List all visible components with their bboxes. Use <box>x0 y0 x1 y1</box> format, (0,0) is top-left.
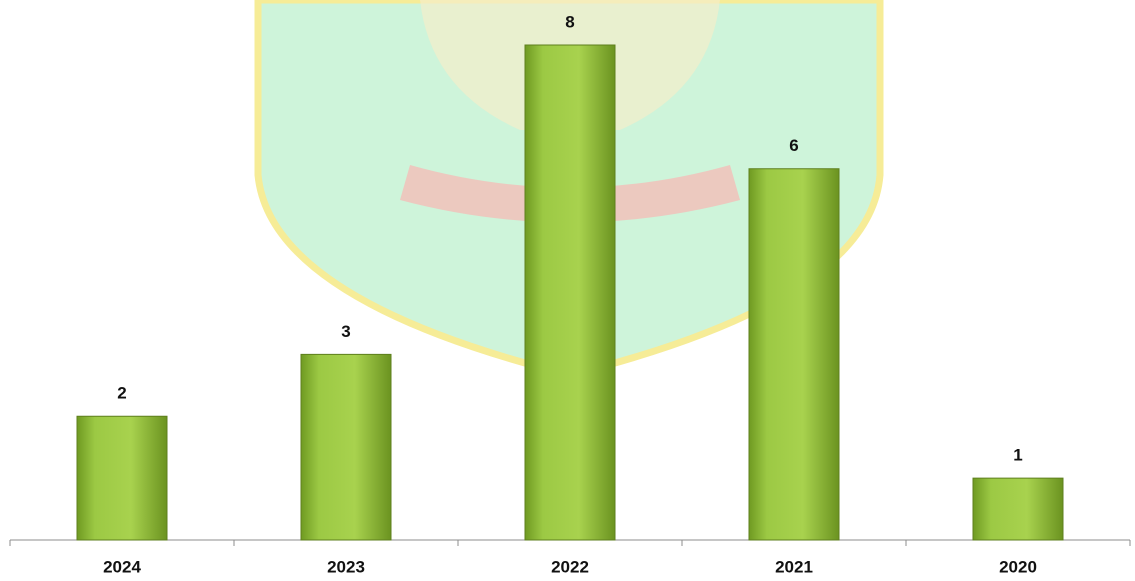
value-label: 6 <box>789 136 798 155</box>
bar <box>973 478 1063 540</box>
page: {"chart_data": {"type": "bar", "categori… <box>0 0 1135 581</box>
value-label: 2 <box>117 384 126 403</box>
value-label: 8 <box>565 12 574 31</box>
bar <box>749 169 839 540</box>
x-tick-label: 2021 <box>775 557 813 576</box>
x-tick-label: 2023 <box>327 557 365 576</box>
x-tick-label: 2024 <box>103 557 141 576</box>
bar <box>77 416 167 540</box>
value-label: 1 <box>1013 446 1022 465</box>
plot-area: 2 2024 3 2023 8 2022 6 2021 1 2020 <box>10 12 1130 576</box>
x-tick-label: 2022 <box>551 557 589 576</box>
bar <box>301 354 391 540</box>
x-tick-label: 2020 <box>999 557 1037 576</box>
bar <box>525 45 615 540</box>
chart: 2 2024 3 2023 8 2022 6 2021 1 2020 <box>0 0 1135 581</box>
value-label: 3 <box>341 322 350 341</box>
